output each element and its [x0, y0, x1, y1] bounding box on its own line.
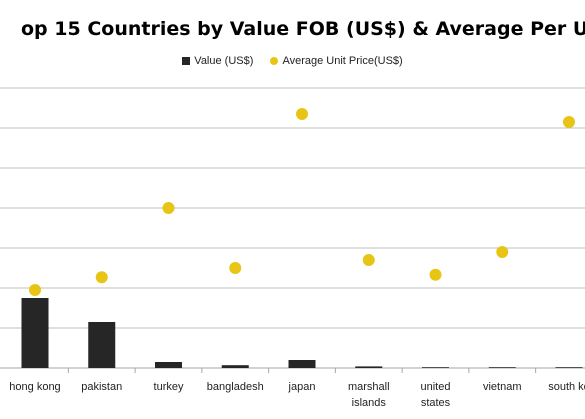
x-tick-label-bangladesh: bangladesh	[207, 381, 264, 393]
legend-bar-swatch	[182, 57, 191, 66]
unit-price-dot-marshall-islands	[362, 254, 375, 266]
legend-label-unit-price: Average Unit Price(US$)	[282, 55, 403, 68]
value-bar-turkey	[155, 362, 182, 368]
chart-title-text: op 15 Countries by Value FOB (US$) & Ave…	[21, 18, 585, 40]
unit-price-dot-bangladesh	[229, 262, 242, 274]
value-bar-south-korea	[555, 367, 583, 368]
x-tick-label-marshall-islands: marshall islands	[348, 381, 390, 409]
chart-title: op 15 Countries by Value FOB (US$) & Ave…	[0, 18, 585, 40]
value-bar-japan	[288, 360, 316, 368]
value-bar-hong-kong	[21, 298, 49, 368]
x-tick-label-south-korea: south ko	[548, 381, 585, 393]
x-tick-label-turkey: turkey	[154, 381, 184, 393]
x-tick-label-hong-kong: hong kong	[9, 381, 60, 393]
value-bar-vietnam	[488, 367, 516, 368]
value-bar-united-states	[422, 367, 449, 368]
unit-price-dot-japan	[296, 108, 308, 120]
x-tick-label-united-states: united states	[421, 381, 451, 409]
unit-price-dot-south-korea	[563, 116, 575, 128]
x-tick-label-vietnam: vietnam	[483, 381, 522, 393]
legend: Value (US$) Average Unit Price(US$)	[0, 55, 585, 67]
x-tick-label-japan: japan	[288, 381, 316, 393]
x-tick-label-pakistan: pakistan	[81, 381, 122, 393]
value-bar-bangladesh	[221, 365, 249, 368]
value-bar-pakistan	[88, 322, 116, 368]
value-bar-marshall-islands	[355, 366, 383, 368]
unit-price-dot-turkey	[162, 202, 175, 214]
legend-dot-swatch	[270, 57, 279, 66]
unit-price-dot-vietnam	[496, 246, 509, 258]
legend-item-value: Value (US$)	[182, 55, 253, 67]
unit-price-dot-pakistan	[95, 271, 108, 284]
legend-label-value: Value (US$)	[194, 55, 254, 68]
unit-price-dot-united-states	[429, 268, 442, 281]
unit-price-dot-hong-kong	[29, 284, 41, 296]
legend-item-unit-price: Average Unit Price(US$)	[270, 55, 403, 68]
